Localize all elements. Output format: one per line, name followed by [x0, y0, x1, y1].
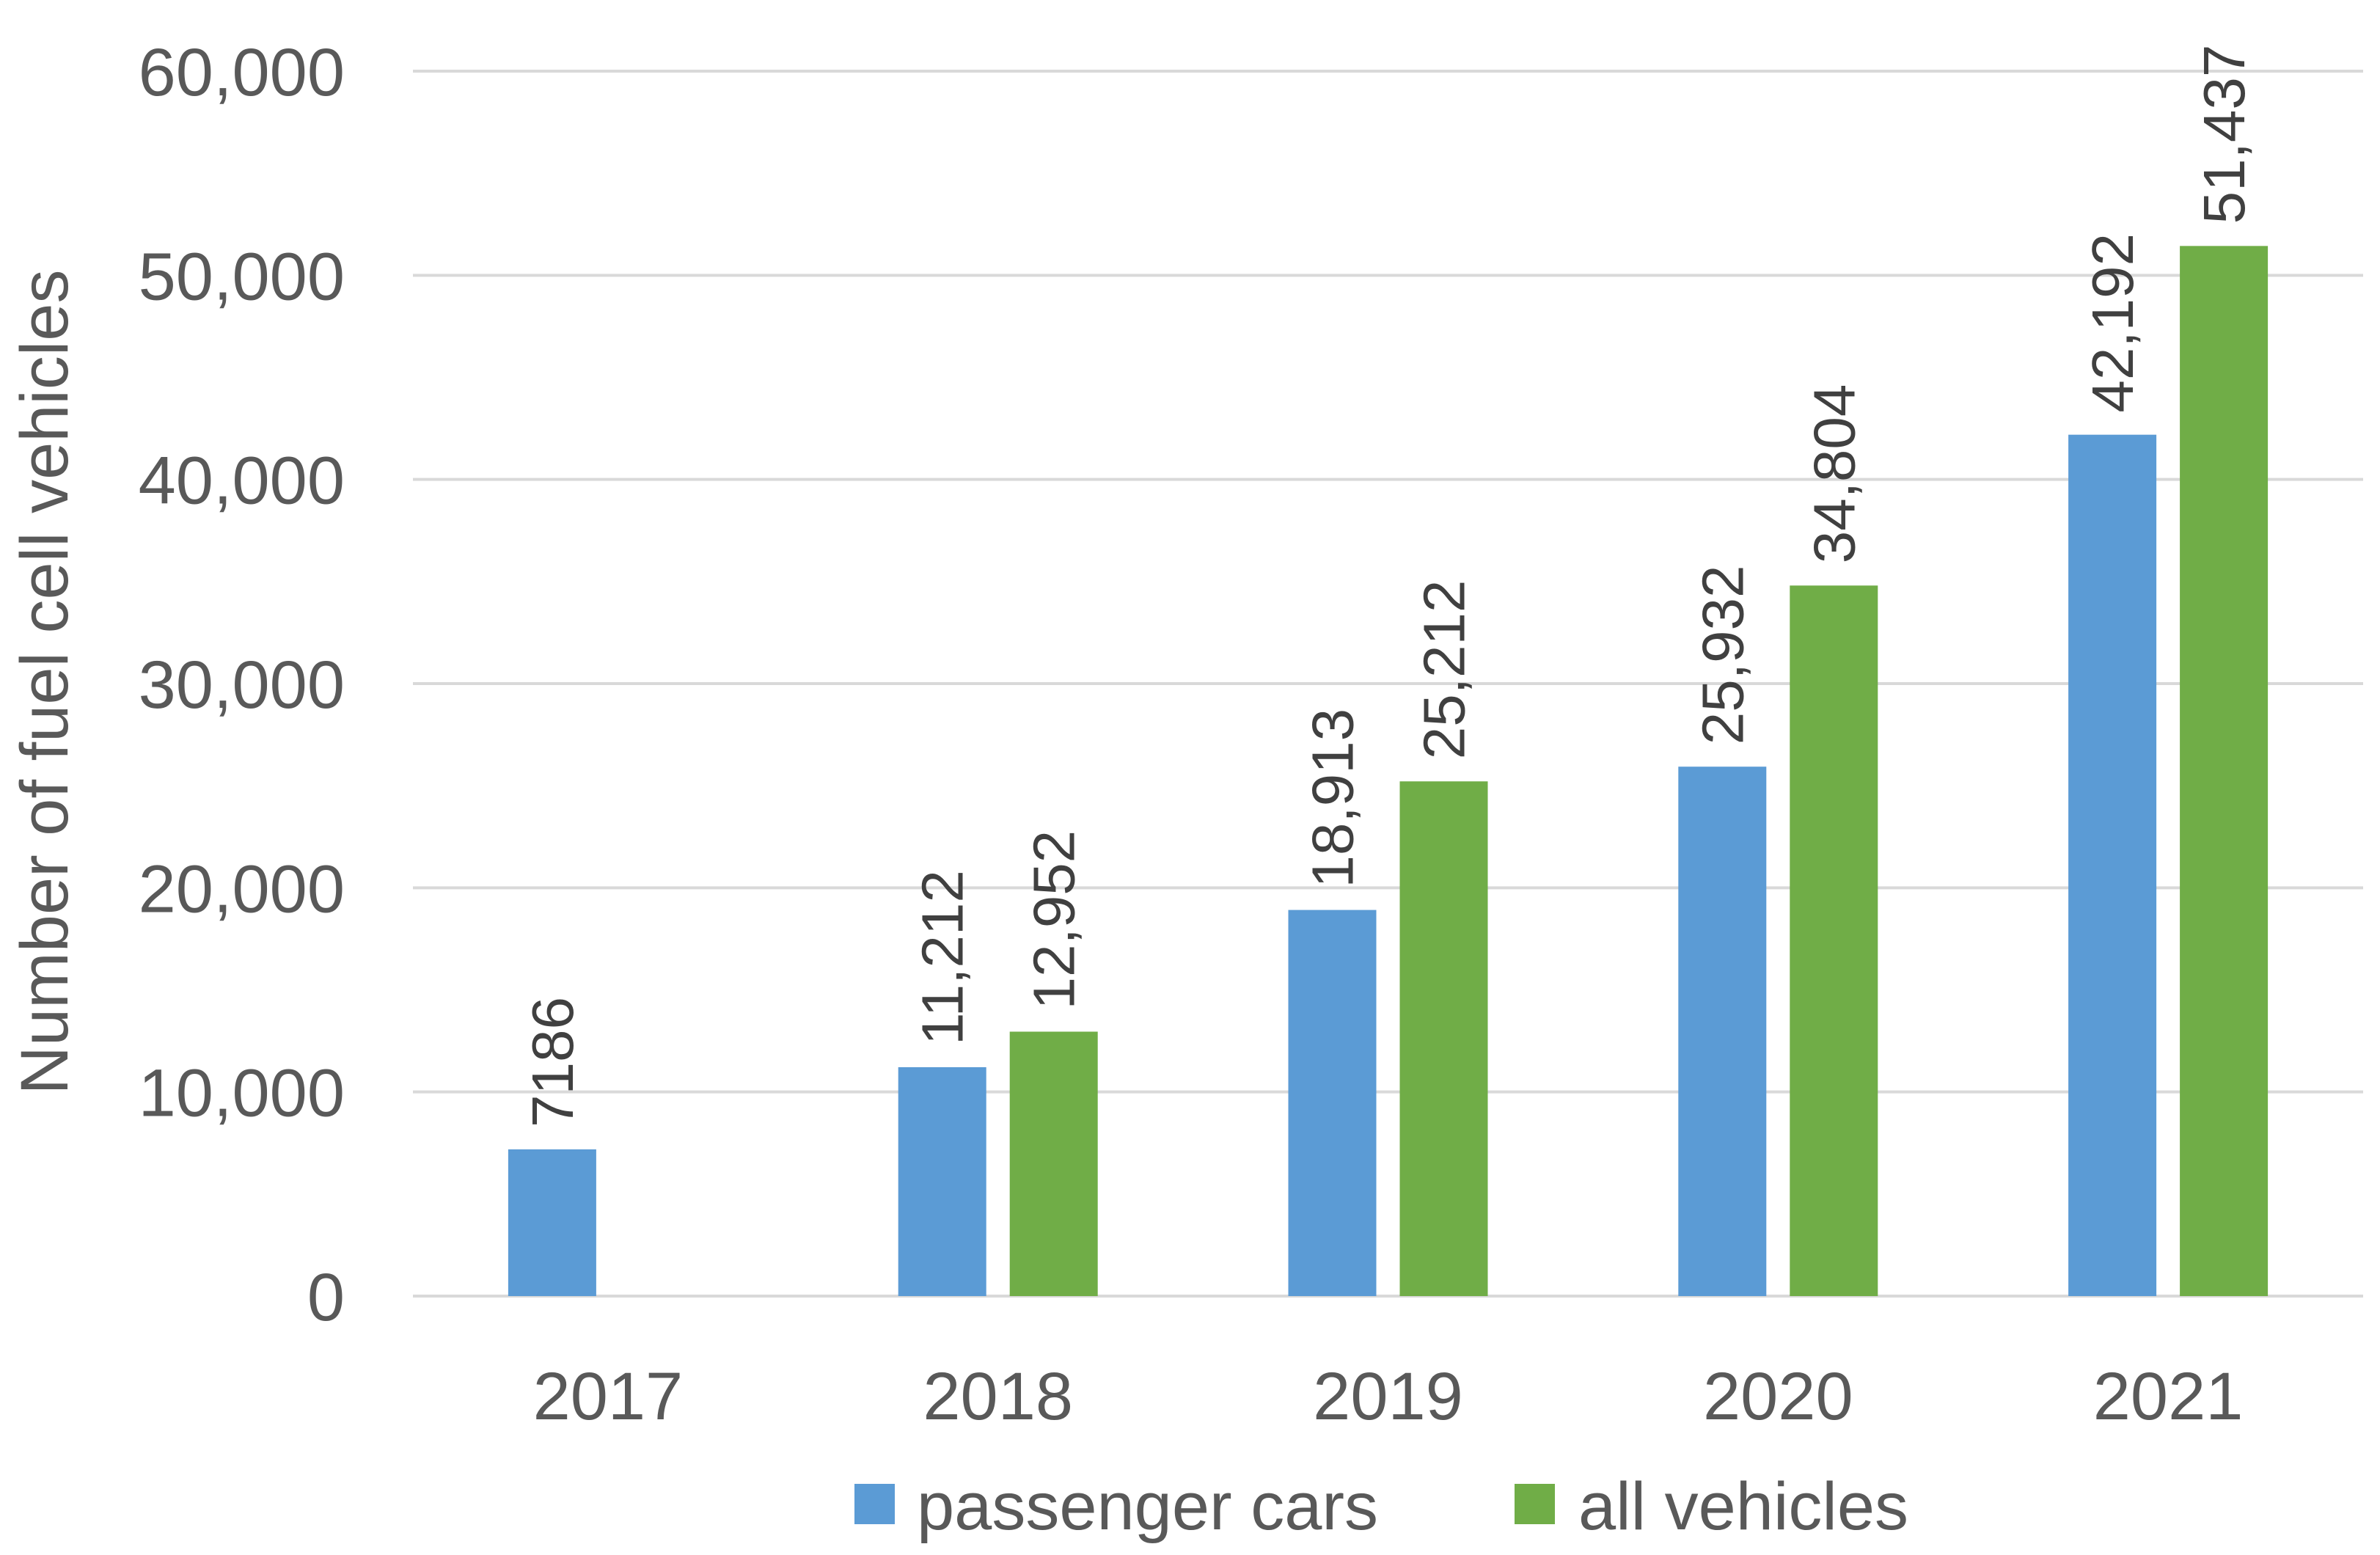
legend-swatch-passenger-cars — [854, 1484, 895, 1524]
y-tick-label: 30,000 — [139, 648, 345, 722]
data-label: 42,192 — [2080, 233, 2145, 413]
bar-all-vehicles-2020 — [1790, 585, 1878, 1296]
bar-passenger-cars-2018 — [898, 1066, 986, 1296]
bar-passenger-cars-2020 — [1678, 766, 1767, 1296]
legend: passenger cars all vehicles — [854, 1469, 1908, 1544]
y-axis-title: Number of fuel cell vehicles — [7, 270, 82, 1095]
x-tick-label: 2017 — [533, 1359, 684, 1434]
x-tick-label: 2019 — [1313, 1359, 1463, 1434]
y-axis-ticks: 0 10,000 20,000 30,000 40,000 50,000 60,000 — [139, 35, 345, 1335]
x-tick-label: 2020 — [1703, 1359, 1853, 1434]
y-tick-label: 20,000 — [139, 852, 345, 926]
bar-passenger-cars-2017 — [508, 1149, 596, 1296]
x-axis-ticks: 2017 2018 2019 2020 2021 — [533, 1359, 2244, 1434]
data-label: 7186 — [520, 997, 585, 1127]
bar-all-vehicles-2021 — [2180, 246, 2269, 1297]
bar-passenger-cars-2019 — [1288, 910, 1377, 1296]
bar-all-vehicles-2019 — [1399, 781, 1488, 1296]
data-label: 25,932 — [1690, 566, 1755, 745]
y-tick-label: 0 — [307, 1260, 345, 1335]
y-tick-label: 60,000 — [139, 35, 345, 110]
x-tick-label: 2018 — [923, 1359, 1073, 1434]
legend-label-passenger-cars: passenger cars — [917, 1469, 1378, 1544]
data-label: 25,212 — [1412, 580, 1477, 760]
bars — [508, 246, 2269, 1297]
data-label: 51,437 — [2192, 45, 2257, 224]
legend-label-all-vehicles: all vehicles — [1578, 1469, 1908, 1544]
bar-passenger-cars-2021 — [2068, 434, 2157, 1296]
y-tick-label: 40,000 — [139, 444, 345, 519]
y-tick-label: 50,000 — [139, 239, 345, 314]
data-label: 34,804 — [1801, 384, 1867, 564]
bar-all-vehicles-2018 — [1009, 1031, 1098, 1296]
legend-swatch-all-vehicles — [1515, 1484, 1555, 1524]
gridlines — [413, 70, 2363, 1298]
y-tick-label: 10,000 — [139, 1056, 345, 1131]
data-label: 11,212 — [910, 870, 975, 1045]
data-label: 12,952 — [1022, 830, 1087, 1010]
data-label: 18,913 — [1300, 709, 1366, 888]
x-tick-label: 2021 — [2093, 1359, 2244, 1434]
data-labels: 7186 11,212 12,952 18,913 25,212 25,932 34,804… — [520, 45, 2257, 1127]
